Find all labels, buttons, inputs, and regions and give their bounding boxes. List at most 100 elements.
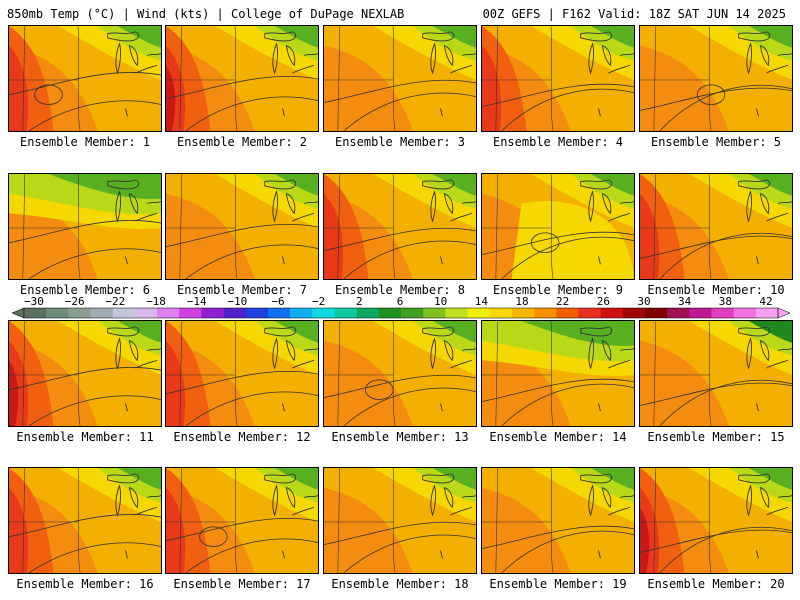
lake-michigan-outline (430, 42, 437, 75)
boundary-line (337, 26, 341, 131)
colorbar-segment (24, 308, 47, 318)
colorbar-tick-label: −26 (64, 295, 85, 308)
ensemble-member-map (481, 173, 635, 280)
wind-barb (282, 550, 285, 559)
wind-barb (125, 403, 128, 412)
lake-ontario-outline (147, 53, 161, 56)
height-contour (482, 378, 634, 402)
wind-barb (756, 550, 759, 559)
colorbar-segment (511, 308, 535, 318)
lake-ontario-outline (304, 348, 318, 351)
cooler-northeast-region (432, 26, 476, 48)
boundary-line (179, 468, 183, 573)
lake-superior-outline (422, 326, 455, 337)
temperature-map-svg (482, 321, 634, 426)
lake-erie-outline (450, 212, 473, 222)
height-contour (166, 371, 318, 395)
lake-superior-outline (580, 473, 613, 484)
lake-ontario-outline (778, 53, 792, 56)
cooler-northeast-region (274, 468, 318, 490)
wind-barb (598, 403, 601, 412)
lake-michigan-outline (272, 190, 279, 223)
closed-contour (365, 379, 394, 400)
boundary-line (337, 174, 341, 279)
colorbar-segment (600, 308, 624, 318)
ensemble-member-map (481, 25, 635, 132)
temperature-colorbar (12, 307, 790, 319)
colorbar-tick-label: −22 (105, 295, 126, 308)
ensemble-member-map (8, 25, 162, 132)
lake-michigan-outline (430, 190, 437, 223)
lake-erie-outline (292, 506, 315, 516)
colorbar-tick-label: 38 (718, 295, 732, 308)
lake-huron-outline (128, 486, 139, 509)
colorbar-segment (423, 308, 446, 318)
height-contour (324, 79, 476, 103)
height-contour (482, 83, 634, 107)
colorbar-segment (445, 308, 468, 318)
colorbar-tick-label: −14 (186, 295, 207, 308)
height-contour (28, 395, 161, 426)
lake-superior-outline (422, 473, 455, 484)
colorbar-segment (489, 308, 513, 318)
height-contour (659, 232, 792, 279)
ensemble-member-label: Ensemble Member: 6 (19, 283, 151, 297)
height-contour (482, 525, 634, 549)
colorbar-segment (667, 308, 690, 318)
lake-superior-outline (738, 326, 771, 337)
colorbar-right-arrow (777, 307, 790, 319)
lake-huron-outline (759, 339, 770, 362)
lake-michigan-outline (430, 337, 437, 370)
lake-erie-outline (450, 359, 473, 369)
lake-ontario-outline (620, 348, 634, 351)
ensemble-member-map (323, 320, 477, 427)
height-contour (166, 224, 318, 248)
boundary-line (22, 174, 26, 279)
lake-huron-outline (285, 44, 296, 67)
colorbar-segment (711, 308, 734, 318)
ensemble-member-label: Ensemble Member: 7 (176, 283, 308, 297)
lake-superior-outline (264, 326, 297, 337)
temperature-map-svg (9, 26, 161, 131)
ensemble-member-map (639, 320, 793, 427)
lake-erie-outline (766, 64, 789, 74)
ensemble-member-map (8, 173, 162, 280)
boundary-line (234, 26, 238, 131)
wind-barb (440, 256, 443, 265)
model-run-info: 00Z GEFS | F162 Valid: 18Z SAT JUN 14 20… (482, 7, 786, 21)
ensemble-member-label: Ensemble Member: 17 (173, 577, 311, 591)
boundary-line (179, 174, 183, 279)
ensemble-member-map (639, 467, 793, 574)
colorbar-segment (644, 308, 668, 318)
cooler-northeast-region (432, 174, 476, 196)
lake-michigan-outline (430, 484, 437, 517)
lake-superior-outline (107, 179, 140, 190)
lake-ontario-outline (147, 201, 161, 204)
boundary-line (77, 174, 81, 279)
lake-erie-outline (608, 506, 631, 516)
colorbar-segment (267, 308, 291, 318)
colorbar-segment (201, 308, 224, 318)
lake-superior-outline (107, 473, 140, 484)
ensemble-member-label: Ensemble Member: 19 (489, 577, 627, 591)
colorbar-tick-label: −2 (312, 295, 326, 308)
height-contour (501, 383, 634, 426)
cooler-northeast-region (274, 174, 318, 196)
closed-contour (530, 232, 560, 253)
temperature-map-svg (166, 468, 318, 573)
temperature-map-svg (640, 468, 792, 573)
lake-superior-outline (738, 179, 771, 190)
ensemble-member-map (165, 467, 319, 574)
cooler-northeast-region (590, 174, 634, 196)
lake-huron-outline (128, 339, 139, 362)
cooler-northeast-region (590, 468, 634, 490)
cooler-northeast-region (117, 321, 161, 343)
ensemble-member-map (481, 320, 635, 427)
height-contour (9, 367, 161, 391)
height-contour (28, 100, 161, 131)
colorbar-segment (223, 308, 247, 318)
temperature-map-svg (482, 468, 634, 573)
temperature-map-svg (640, 26, 792, 131)
ensemble-member-map (639, 25, 793, 132)
boundary-line (495, 174, 499, 279)
